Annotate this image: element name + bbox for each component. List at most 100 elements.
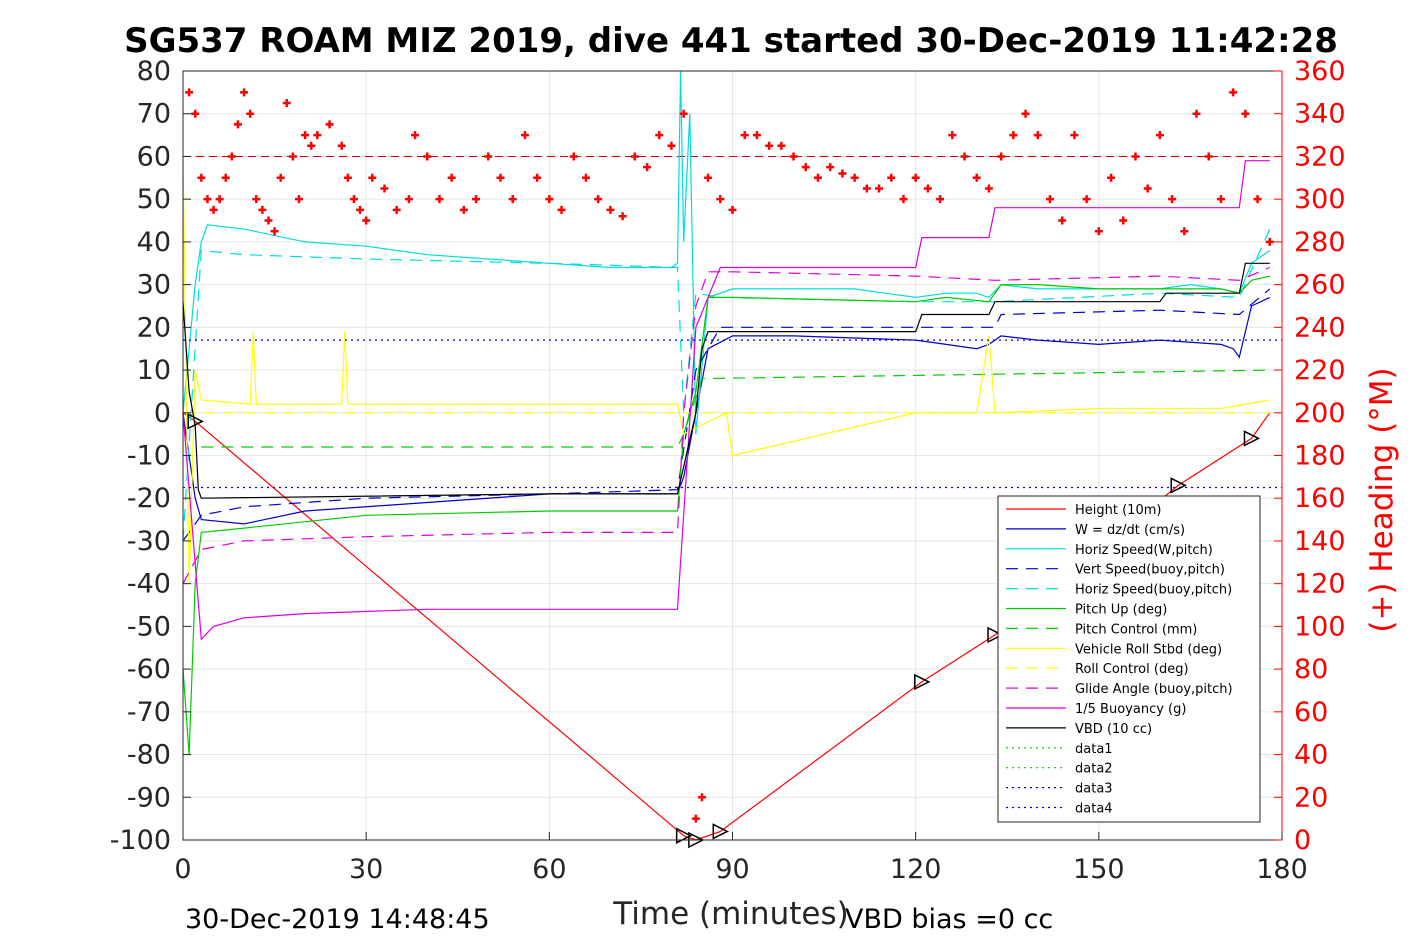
y-tick-label: -40 [127,569,171,600]
y-tick-label: 10 [137,355,171,386]
legend-entry: VBD (10 cc) [1075,722,1152,737]
heading-marker [740,131,749,140]
heading-marker [838,169,847,178]
heading-marker [307,141,316,150]
y-tick-label: 80 [137,56,171,87]
x-tick-label: 180 [1256,854,1308,885]
y-axis-left-ticks: 80 70 60 50 40 30 20 10 0 -10 -20 -30 -40 -50 -60 -70 -8… [110,56,191,856]
heading-marker [801,163,810,172]
heading-marker [301,131,310,140]
glider-marker [1170,477,1187,494]
heading-marker [1009,131,1018,140]
y-right-tick-label: 320 [1294,141,1346,172]
heading-marker [508,195,517,204]
y-tick-label: 50 [137,184,171,215]
legend-entry: Vehicle Roll Stbd (deg) [1075,642,1222,657]
series-line-height-10m- [182,412,1271,841]
heading-marker [1143,184,1152,193]
heading-marker [813,173,822,182]
y-tick-label: 0 [154,398,171,429]
heading-marker [423,152,432,161]
heading-marker [411,131,420,140]
y-tick-label: -20 [127,483,171,514]
heading-marker [1021,109,1030,118]
chart-title: SG537 ROAM MIZ 2019, dive 441 started 30… [124,21,1338,61]
y-right-tick-label: 0 [1294,825,1311,856]
legend-entry: Glide Angle (buoy,pitch) [1075,682,1233,697]
glider-marker [1243,430,1261,447]
heading-marker [435,195,444,204]
heading-marker [691,814,700,823]
heading-marker [936,195,945,204]
heading-marker [594,195,603,204]
heading-marker [240,88,249,97]
x-axis-label: Time (minutes) [612,896,848,932]
heading-marker [484,152,493,161]
legend-box [997,495,1261,823]
y-right-tick-label: 100 [1294,611,1346,642]
heading-marker [356,205,365,214]
heading-marker [911,173,920,182]
footer-vbd-bias: VBD bias =0 cc [845,904,1053,935]
glider-marker [914,673,931,691]
heading-marker [923,184,932,193]
y-tick-label: 20 [137,312,171,343]
heading-marker [777,141,786,150]
heading-marker [948,131,957,140]
heading-marker [1192,109,1201,118]
heading-marker [447,173,456,182]
y-tick-label: -90 [127,782,171,813]
heading-marker [1058,216,1067,225]
y-tick-label: 60 [137,141,171,172]
heading-marker [569,152,578,161]
heading-marker [496,173,505,182]
y-right-tick-label: 360 [1294,56,1346,87]
series-line-glide-angle-buoy-pitch- [182,266,1271,584]
heading-marker [185,88,194,97]
heading-marker [1253,195,1262,204]
heading-marker [679,109,688,118]
legend-entry: W = dz/dt (cm/s) [1075,523,1185,538]
heading-marker [545,195,554,204]
y-tick-label: -10 [127,441,171,472]
y-right-tick-label: 180 [1294,441,1346,472]
y-right-tick-label: 160 [1294,483,1346,514]
heading-marker [630,152,639,161]
heading-marker [1131,152,1140,161]
heading-marker [862,184,871,193]
heading-marker [337,141,346,150]
heading-marker [728,205,737,214]
y-right-tick-label: 220 [1294,355,1346,386]
heading-marker [875,184,884,193]
legend-entry: Vert Speed(buoy,pitch) [1075,563,1225,578]
glider-marker [712,823,729,840]
heading-marker [472,195,481,204]
y-tick-label: 40 [137,227,171,258]
heading-marker [887,173,896,182]
heading-marker [362,216,371,225]
legend-entry: Horiz Speed(buoy,pitch) [1075,583,1232,598]
heading-marker [960,152,969,161]
heading-markers [185,88,1274,823]
heading-marker [288,152,297,161]
series-line-vert-speed-buoy-pitch- [182,288,1271,542]
y-right-tick-label: 280 [1294,227,1346,258]
heading-marker [313,131,322,140]
y-right-tick-label: 20 [1294,782,1328,813]
heading-marker [533,173,542,182]
heading-marker [1168,195,1177,204]
heading-marker [221,173,230,182]
legend-entry: Roll Control (deg) [1075,662,1189,677]
x-tick-label: 150 [1073,854,1125,885]
y-right-tick-label: 300 [1294,184,1346,215]
heading-marker [520,131,529,140]
heading-marker [1229,88,1238,97]
heading-marker [270,227,279,236]
heading-marker [643,163,652,172]
footer-timestamp: 30-Dec-2019 14:48:45 [185,904,490,935]
y-tick-label: 70 [137,99,171,130]
heading-marker [215,195,224,204]
heading-marker [1033,131,1042,140]
heading-marker [197,173,206,182]
